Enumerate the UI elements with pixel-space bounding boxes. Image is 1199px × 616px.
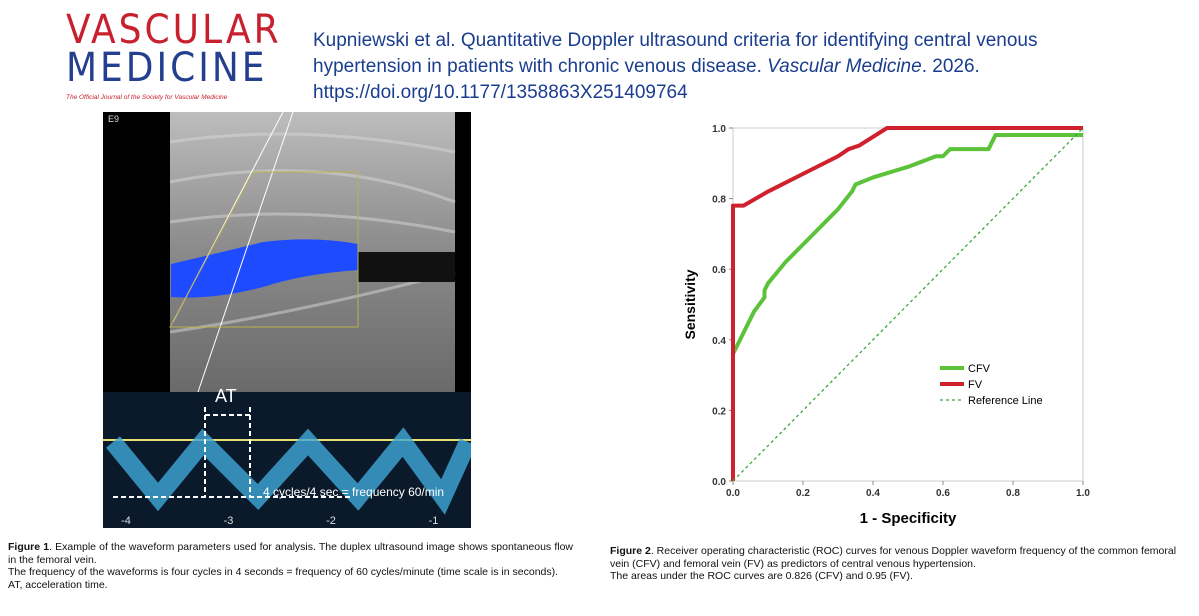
logo-tagline: The Official Journal of the Society for … xyxy=(66,94,228,101)
probe-label: E9 xyxy=(108,114,119,124)
frequency-label: 4 cycles/4 sec = frequency 60/min xyxy=(263,485,444,499)
caption: Figure 1. Example of the waveform parame… xyxy=(8,541,573,591)
y-tick-label: 1.0 xyxy=(712,124,726,135)
journal: Vascular Medicine xyxy=(767,56,922,77)
y-tick-label: 0.0 xyxy=(712,477,726,488)
x-tick-label: 0.6 xyxy=(936,488,950,499)
x-tick-label: 1.0 xyxy=(1076,488,1090,499)
caption-text: AT, acceleration time. xyxy=(8,578,108,591)
series-line xyxy=(732,127,1084,482)
x-tick-label: 0.0 xyxy=(726,488,740,499)
x-axis-title: 1 - Specificity xyxy=(860,510,957,527)
logo-line: MEDICINE xyxy=(66,45,268,91)
y-axis-title: Sensitivity xyxy=(682,269,698,339)
legend-label: Reference Line xyxy=(968,395,1043,407)
y-tick-label: 0.4 xyxy=(712,336,726,347)
doi[interactable]: https://doi.org/10.1177/1358863X25140976… xyxy=(313,82,688,103)
caption-text: . Example of the waveform parameters use… xyxy=(8,541,573,566)
caption-label: Figure 1 xyxy=(8,541,50,553)
legend-label: CFV xyxy=(968,363,991,375)
ultrasound-image: E9 AT 4 cycles/4 sec = frequency 60/min … xyxy=(103,112,471,528)
time-label: -3 xyxy=(224,515,234,527)
caption: Figure 2. Receiver operating characteris… xyxy=(610,545,1195,583)
time-label: -1 xyxy=(429,515,439,527)
caption-label: Figure 2 xyxy=(610,545,651,557)
y-tick-label: 0.6 xyxy=(712,265,726,276)
caption-text: The frequency of the waveforms is four c… xyxy=(8,566,559,578)
time-label: -4 xyxy=(121,515,131,527)
y-tick-label: 0.2 xyxy=(712,406,726,417)
legend-label: FV xyxy=(968,379,983,391)
series-line xyxy=(731,133,1083,355)
at-label: AT xyxy=(215,386,237,406)
citation: Kupniewski et al. Quantitative Doppler u… xyxy=(313,28,1113,106)
citation-text: Kupniewski et al. Quantitative Doppler u… xyxy=(313,30,1038,77)
roc-chart: 0.0 0.2 0.4 0.6 0.8 1.0 0.0 0.2 0.4 0.6 0.8 1.0 1 - … xyxy=(682,124,1090,527)
x-tick-label: 0.4 xyxy=(866,488,880,499)
caption-text: The areas under the ROC curves are 0.826… xyxy=(610,570,913,582)
x-tick-label: 0.8 xyxy=(1006,488,1020,499)
y-tick-label: 0.8 xyxy=(712,195,726,206)
caption-text: . Receiver operating characteristic (ROC… xyxy=(610,545,1177,570)
time-label: -2 xyxy=(326,515,336,527)
series-line xyxy=(731,126,1083,481)
year: . 2026. xyxy=(921,56,980,77)
logo-line: VASCULAR xyxy=(66,7,282,53)
x-tick-label: 0.2 xyxy=(796,488,810,499)
